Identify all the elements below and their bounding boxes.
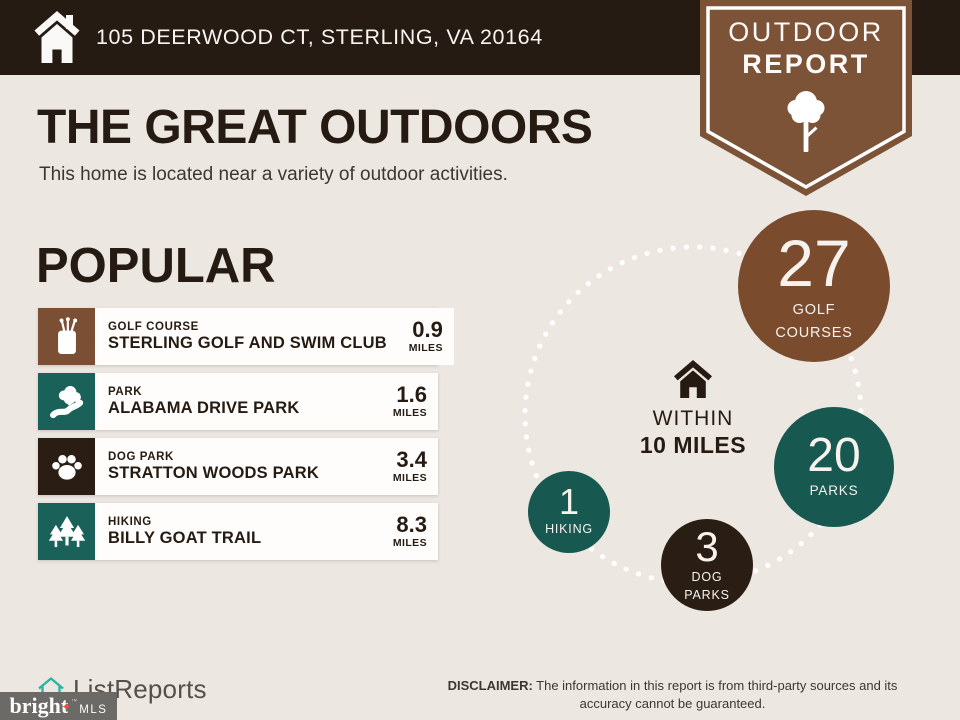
list-item-hiking: HIKING BILLY GOAT TRAIL 8.3 MILES	[38, 503, 438, 560]
list-item-dog-park: DOG PARK STRATTON WOODS PARK 3.4 MILES	[38, 438, 438, 495]
paw-icon	[51, 454, 82, 480]
list-item-park: PARK ALABAMA DRIVE PARK 1.6 MILES	[38, 373, 438, 430]
distance-value: 3.4	[396, 447, 427, 473]
tree-icon	[787, 91, 825, 152]
page-title: THE GREAT OUTDOORS	[37, 101, 593, 154]
watermark-suffix: MLS	[79, 704, 108, 716]
home-icon	[674, 360, 712, 398]
bubble-value: 3	[695, 523, 719, 571]
bubble-label: HIKING	[545, 522, 593, 537]
star-icon: ✦	[61, 700, 72, 714]
golf-bag-icon	[57, 316, 77, 354]
list-card: HIKING BILLY GOAT TRAIL 8.3 MILES	[95, 503, 438, 560]
bubble-hiking: 1 HIKING	[528, 471, 610, 553]
distance: 8.3 MILES	[371, 514, 427, 549]
category-label: PARK	[108, 385, 143, 398]
distance-value: 8.3	[396, 512, 427, 538]
popular-heading: POPULAR	[36, 239, 276, 293]
pine-trees-icon	[48, 515, 85, 547]
distance: 0.9 MILES	[387, 319, 443, 354]
distance-unit: MILES	[392, 537, 427, 550]
property-address: 105 DEERWOOD CT, STERLING, VA 20164	[96, 25, 543, 49]
category-tile	[38, 308, 95, 365]
distance: 3.4 MILES	[371, 449, 427, 484]
distance-unit: MILES	[408, 342, 443, 355]
bubble-parks: 20 PARKS	[774, 407, 894, 527]
category-tile	[38, 503, 95, 560]
category-label: HIKING	[108, 515, 152, 528]
place-name: STERLING GOLF AND SWIM CLUB	[108, 333, 387, 352]
outdoor-report-badge: OUTDOOR REPORT	[700, 0, 912, 198]
bubble-value: 27	[777, 225, 851, 300]
within-label: WITHIN	[652, 407, 734, 430]
category-label: GOLF COURSE	[108, 320, 199, 333]
badge-title-line2: REPORT	[742, 49, 870, 79]
bubble-label: PARKS	[809, 482, 859, 498]
miles-label: 10 MILES	[639, 432, 747, 458]
distance: 1.6 MILES	[371, 384, 427, 419]
card-text: DOG PARK STRATTON WOODS PARK	[108, 451, 371, 483]
card-text: GOLF COURSE STERLING GOLF AND SWIM CLUB	[108, 321, 387, 353]
bubble-label: DOG PARKS	[684, 570, 730, 602]
disclaimer-text: The information in this report is from t…	[532, 678, 898, 711]
category-label: DOG PARK	[108, 450, 174, 463]
watermark-brand: bright	[9, 693, 69, 718]
distance-value: 0.9	[412, 317, 443, 343]
card-text: HIKING BILLY GOAT TRAIL	[108, 516, 371, 548]
park-tree-icon	[49, 385, 83, 418]
place-name: STRATTON WOODS PARK	[108, 463, 319, 482]
place-name: BILLY GOAT TRAIL	[108, 528, 262, 547]
distance-unit: MILES	[392, 407, 427, 420]
bubble-label: GOLF COURSES	[775, 301, 853, 341]
badge-title-line1: OUTDOOR	[728, 17, 884, 47]
list-card: PARK ALABAMA DRIVE PARK 1.6 MILES	[95, 373, 438, 430]
bubble-dog-parks: 3 DOG PARKS	[661, 519, 753, 611]
list-card: GOLF COURSE STERLING GOLF AND SWIM CLUB …	[95, 308, 454, 365]
disclaimer-label: DISCLAIMER:	[447, 678, 533, 693]
list-item-golf-course: GOLF COURSE STERLING GOLF AND SWIM CLUB …	[38, 308, 454, 365]
bubble-golf-courses: 27 GOLF COURSES	[738, 210, 890, 362]
disclaimer: DISCLAIMER: The information in this repo…	[420, 677, 925, 712]
list-card: DOG PARK STRATTON WOODS PARK 3.4 MILES	[95, 438, 438, 495]
category-tile	[38, 373, 95, 430]
trademark-symbol: ™	[71, 699, 78, 705]
popular-list: GOLF COURSE STERLING GOLF AND SWIM CLUB …	[38, 308, 454, 568]
bubble-value: 20	[807, 428, 861, 482]
badge-title: OUTDOOR REPORT	[700, 17, 912, 80]
card-text: PARK ALABAMA DRIVE PARK	[108, 386, 371, 418]
brightmls-watermark: bright ✦ ™ MLS	[0, 692, 117, 720]
home-icon	[34, 11, 80, 63]
distance-value: 1.6	[396, 382, 427, 408]
place-name: ALABAMA DRIVE PARK	[108, 398, 300, 417]
distance-unit: MILES	[392, 472, 427, 485]
category-tile	[38, 438, 95, 495]
page-subtitle: This home is located near a variety of o…	[39, 164, 508, 185]
bubble-value: 1	[558, 481, 580, 523]
radius-center: WITHIN 10 MILES	[633, 360, 753, 459]
